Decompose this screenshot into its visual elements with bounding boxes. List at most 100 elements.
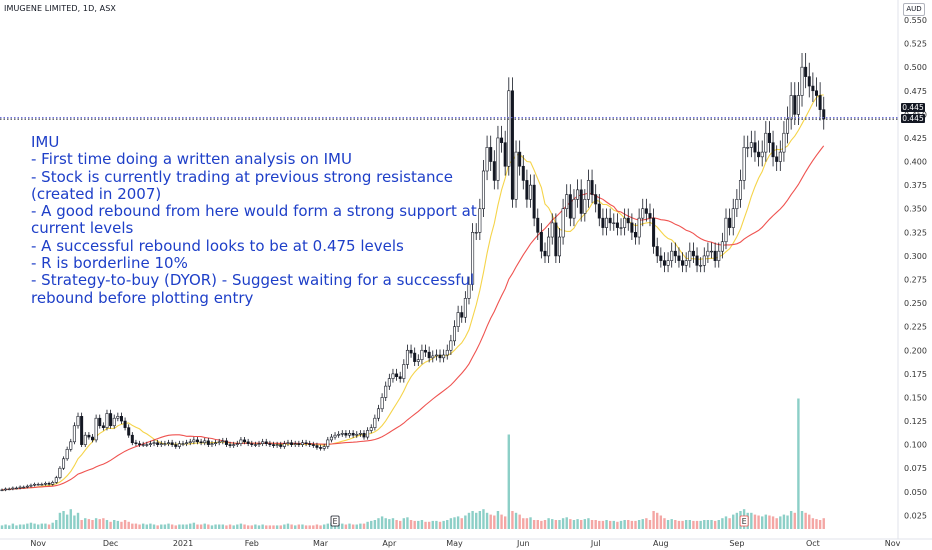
candle-body (492, 161, 496, 181)
candle-body (554, 222, 558, 257)
candle-body (29, 484, 33, 487)
candle-body (398, 376, 402, 379)
volume-bar (275, 525, 279, 529)
candle-body (271, 444, 275, 446)
last-price-tag: 0.445 (901, 114, 925, 123)
volume-bar (268, 525, 272, 529)
volume-bar (134, 523, 138, 529)
candle-body (214, 442, 218, 444)
volume-bar (116, 520, 120, 529)
y-tick-label: 0.325 (904, 228, 927, 237)
volume-bar (460, 518, 463, 529)
volume-bar (514, 512, 518, 529)
volume-bar (619, 520, 623, 529)
volume-bar (576, 519, 579, 529)
volume-bar (138, 524, 141, 529)
candle-body (156, 442, 160, 445)
candle-body (221, 440, 225, 443)
volume-bar (695, 520, 699, 529)
candle-body (65, 449, 69, 460)
volume-bar (65, 514, 69, 529)
y-tick-label: 0.350 (904, 205, 927, 214)
volume-bar (218, 524, 221, 529)
volume-bar (26, 523, 29, 529)
volume-bar (489, 514, 492, 529)
volume-bar (319, 525, 322, 529)
volume-bar (446, 520, 449, 529)
volume-bar (322, 524, 326, 529)
candle-body (322, 446, 326, 449)
volume-bar (94, 518, 98, 529)
volume-bar (91, 520, 94, 529)
candle-body (36, 483, 40, 486)
x-tick-label: Dec (103, 539, 118, 548)
candle-body (717, 250, 721, 261)
candle-body (688, 250, 692, 261)
candle-body (195, 439, 199, 443)
volume-bar (326, 523, 329, 529)
candle-body (130, 434, 134, 444)
volume-bar (692, 520, 695, 529)
volume-bar (431, 520, 434, 529)
volume-bar (616, 521, 619, 529)
volume-bar (127, 521, 130, 529)
volume-bar (587, 518, 590, 529)
currency-label[interactable]: AUD (903, 3, 925, 16)
volume-bar (221, 524, 225, 529)
volume-bar (366, 521, 369, 529)
candle-body (232, 444, 236, 446)
candle-body (793, 95, 797, 115)
volume-bar (399, 520, 402, 529)
candle-body (659, 255, 663, 261)
volume-bar (98, 519, 101, 529)
x-tick-label: Nov (885, 539, 901, 548)
volume-bar (348, 523, 351, 529)
y-tick-label: 0.375 (904, 181, 927, 190)
volume-bar (674, 520, 677, 529)
candle-body (167, 442, 171, 444)
candle-body (452, 326, 456, 342)
note-line: (created in 2007) (31, 184, 162, 203)
candle-body (612, 222, 616, 224)
volume-bar (757, 515, 760, 529)
volume-bar (529, 517, 532, 529)
candle-body (0, 489, 4, 492)
candle-body (460, 312, 464, 318)
candle-body (40, 483, 44, 486)
candle-body (691, 250, 695, 257)
candle-body (605, 217, 609, 228)
note-line: rebound before plotting entry (31, 288, 254, 307)
note-line: current levels (31, 219, 134, 238)
volume-bar (793, 512, 796, 529)
candle-body (735, 198, 739, 210)
volume-bar (395, 520, 398, 529)
volume-bar (677, 520, 681, 529)
volume-bar (684, 520, 688, 529)
y-tick-label: 0.275 (904, 276, 927, 285)
candle-body (746, 147, 750, 149)
volume-bar (554, 520, 558, 529)
volume-bar (236, 524, 239, 529)
x-tick-label: Jun (516, 539, 530, 548)
candle-body (594, 194, 598, 205)
volume-bar (351, 524, 355, 529)
volume-bar (641, 519, 644, 529)
candle-body (199, 441, 203, 444)
volume-bar (388, 519, 391, 529)
volume-bar (608, 520, 612, 529)
moving-average-line (1, 94, 824, 491)
volume-bar (507, 434, 510, 529)
candle-body (18, 486, 22, 489)
candle-body (203, 440, 207, 444)
volume-bar (583, 519, 587, 529)
candle-body (728, 217, 732, 228)
candle-body (615, 222, 619, 228)
candle-body (337, 433, 341, 436)
candle-body (764, 132, 768, 153)
candle-body (228, 444, 232, 446)
candle-body (547, 236, 551, 257)
candle-body (800, 66, 804, 96)
candle-body (427, 351, 431, 359)
candle-body (261, 441, 265, 444)
